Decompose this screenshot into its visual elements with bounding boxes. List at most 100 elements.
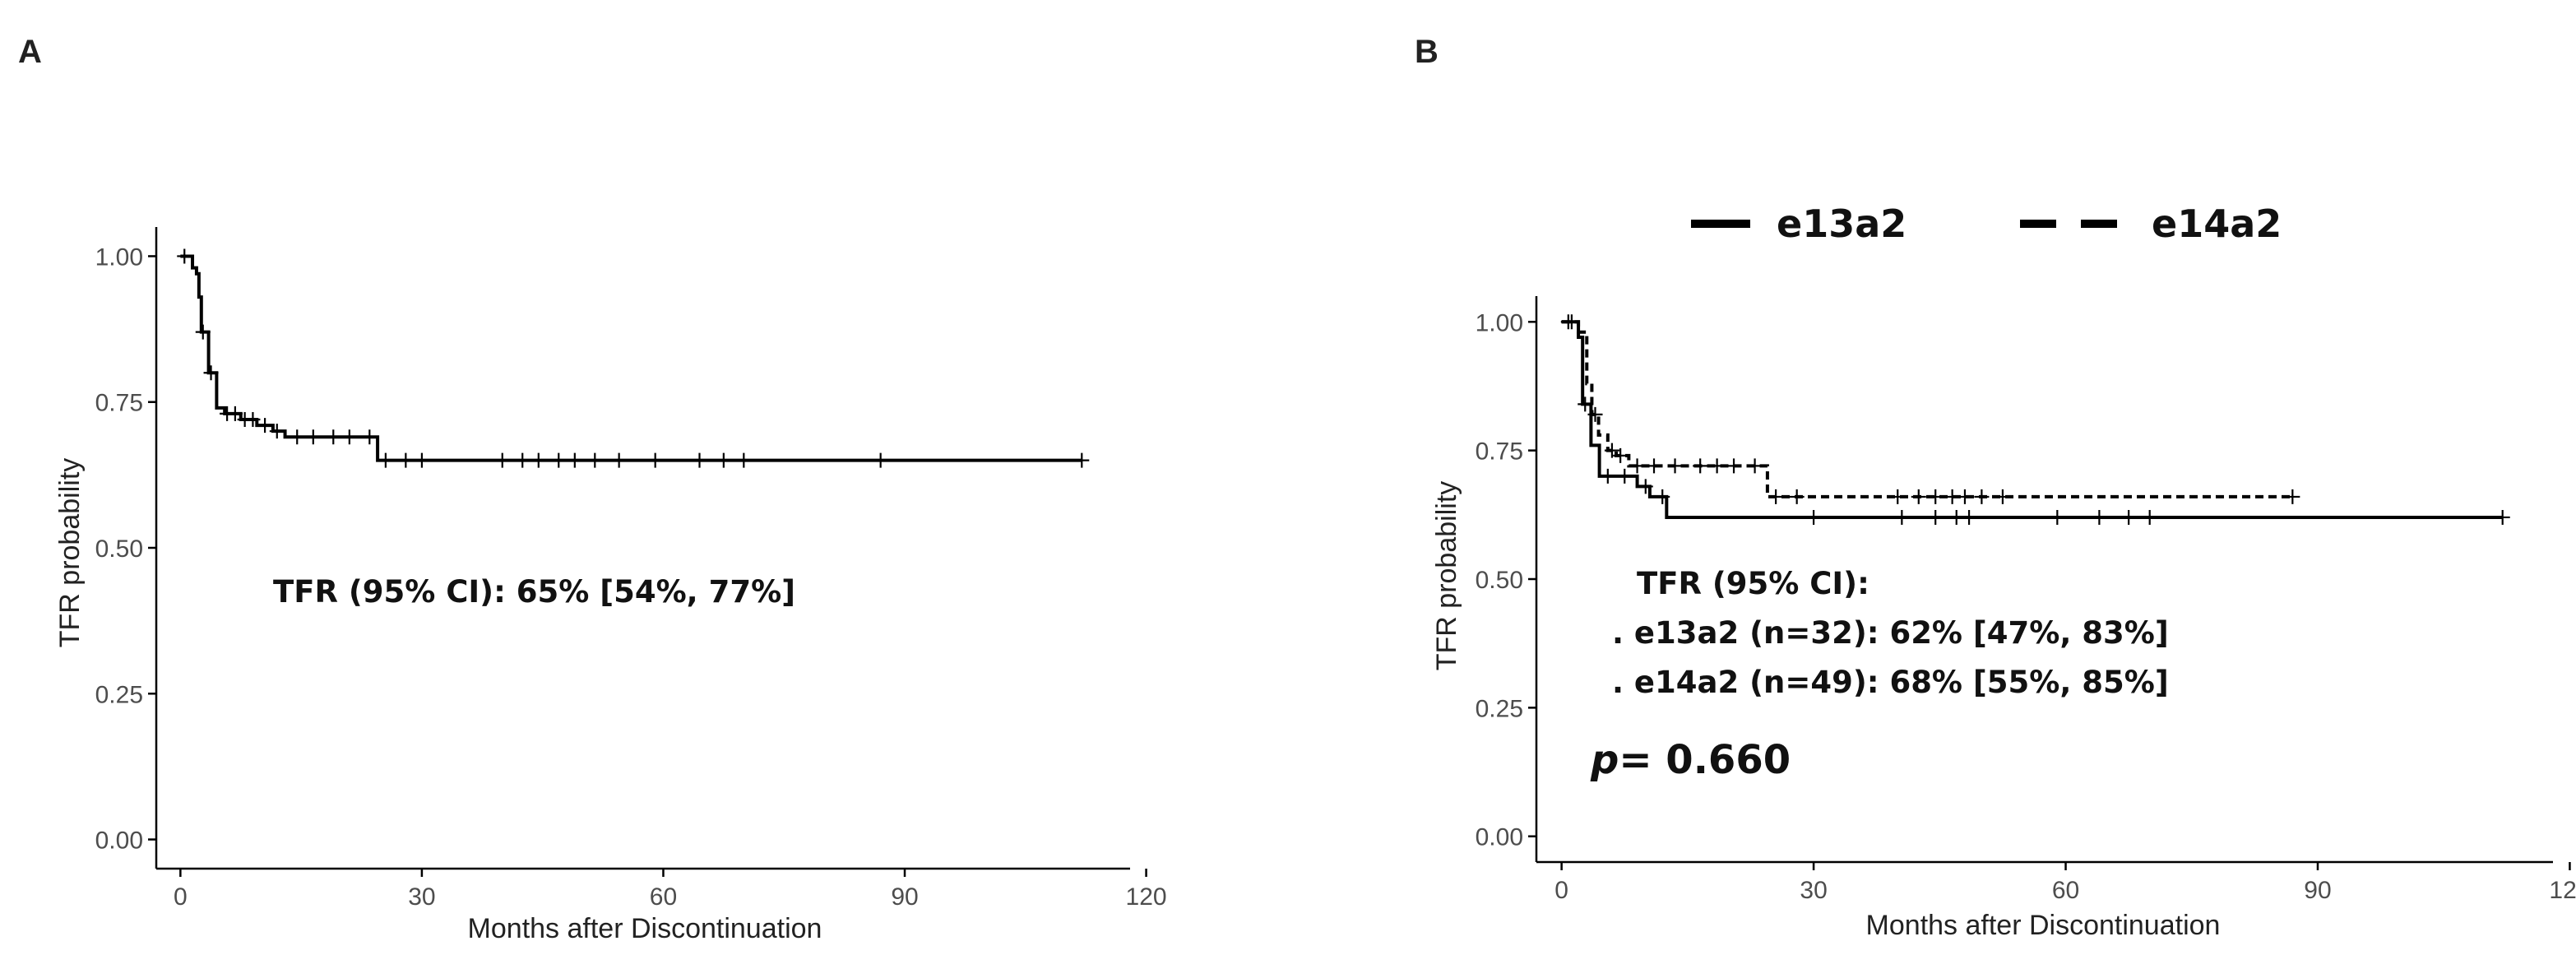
panel-a-censor-mark-all xyxy=(692,452,707,468)
panel-a-censor-mark-all xyxy=(341,429,357,445)
panel-b-series xyxy=(1560,314,2510,525)
panel-b-y-tick-label: 0.25 xyxy=(1476,695,1523,722)
panel-a-censor-mark-all xyxy=(567,452,582,468)
panel-b-censor-mark-e14a2 xyxy=(1747,458,1763,474)
panel-b-censor-mark-e14a2 xyxy=(1890,489,1906,504)
panel-a-censor-mark-all xyxy=(515,452,530,468)
panel-a-censor-mark-all xyxy=(203,365,219,381)
panel-b-censor-mark-e14a2 xyxy=(1629,458,1645,474)
p-value-symbol: p xyxy=(1590,737,1619,783)
panel-a-censor-mark-all xyxy=(611,452,627,468)
panel-a-y-tick-label: 0.00 xyxy=(95,828,143,855)
panel-b-censor-mark-e14a2 xyxy=(1768,489,1784,504)
panel-b-censor-mark-e13a2 xyxy=(1806,509,1822,525)
panel-a-x-axis-label: Months after Discontinuation xyxy=(468,913,822,944)
panel-b-censor-mark-e13a2 xyxy=(1948,509,1964,525)
panel-b-censor-mark-e13a2 xyxy=(1894,509,1910,525)
panel-a-censor-mark-all xyxy=(195,324,211,340)
panel-b-censor-mark-e14a2 xyxy=(1709,458,1725,474)
panel-b-censor-mark-e14a2 xyxy=(1693,458,1708,474)
panel-a-x-tick-label: 60 xyxy=(650,883,677,911)
panel-b-censor-mark-e13a2 xyxy=(1962,509,1977,525)
panel-b-e13a2-annotation: . e13a2 (n=32): 62% [47%, 83%] xyxy=(1612,615,2169,651)
panel-a-chart: 0.00 0.25 0.50 0.75 1.00 0 30 60 90 120 Months a… xyxy=(54,227,1167,944)
panel-a-censor-mark-all xyxy=(551,452,567,468)
panel-a-censor-mark-all xyxy=(530,452,546,468)
panel-b-censor-mark-e13a2 xyxy=(2092,509,2107,525)
panel-a-y-axis-label: TFR probability xyxy=(54,458,86,648)
panel-b-censor-mark-e14a2 xyxy=(1928,489,1944,504)
panel-b-censor-mark-e14a2 xyxy=(1613,447,1629,463)
panel-b-censor-mark-e14a2 xyxy=(1647,458,1662,474)
panel-a-x-tick-label: 120 xyxy=(1126,883,1167,911)
panel-a-y-ticks: 0.00 0.25 0.50 0.75 1.00 xyxy=(95,243,156,855)
panel-b-censor-mark-e13a2 xyxy=(2495,509,2510,525)
panel-b-censor-mark-e14a2 xyxy=(1726,458,1742,474)
panel-b-y-tick-label: 0.00 xyxy=(1476,824,1523,851)
panel-a-y-tick-label: 0.50 xyxy=(95,535,143,563)
panel-a-series xyxy=(177,248,1090,468)
panel-b-y-tick-label: 1.00 xyxy=(1476,309,1523,336)
panel-a-censor-mark-all xyxy=(326,429,341,445)
panel-a-censor-mark-all xyxy=(227,406,243,421)
panel-b-censor-mark-e14a2 xyxy=(1604,443,1619,458)
panel-a-censor-mark-all xyxy=(647,452,663,468)
p-value-number: = 0.660 xyxy=(1619,737,1791,783)
panel-a-censor-mark-all xyxy=(716,452,731,468)
panel-a-tfr-annotation: TFR (95% CI): 65% [54%, 77%] xyxy=(273,574,795,610)
panel-a-censor-mark-all xyxy=(873,452,888,468)
panel-b-censor-mark-e14a2 xyxy=(1944,489,1960,504)
panel-a-censor-mark-all xyxy=(305,429,321,445)
panel-label-a: A xyxy=(18,34,42,70)
panel-b-chart: e13a2 e14a2 0.00 0.25 0.50 0.75 1.00 0 30 60 90… xyxy=(1431,202,2576,941)
legend-e14a2-label: e14a2 xyxy=(2152,202,2282,246)
panel-b-p-value: p= 0.660 xyxy=(1590,737,1791,783)
panel-b-censor-mark-e13a2 xyxy=(1600,468,1615,484)
panel-b-censor-mark-e13a2 xyxy=(1655,489,1670,504)
panel-a-y-tick-label: 0.75 xyxy=(95,390,143,417)
panel-a-censor-mark-all xyxy=(587,452,603,468)
panel-a-censor-mark-all xyxy=(177,248,192,264)
panel-b-censor-mark-e14a2 xyxy=(1564,314,1579,330)
panel-a-censor-mark-all xyxy=(398,452,414,468)
panel-b-censor-mark-e13a2 xyxy=(1617,468,1633,484)
panel-b-y-ticks: 0.00 0.25 0.50 0.75 1.00 xyxy=(1476,309,1536,851)
panel-b-censor-mark-e14a2 xyxy=(1911,489,1926,504)
panel-b-censor-mark-e14a2 xyxy=(1995,489,2010,504)
panel-b-e14a2-annotation: . e14a2 (n=49): 68% [55%, 85%] xyxy=(1612,665,2169,700)
panel-b-legend: e13a2 e14a2 xyxy=(1691,202,2282,246)
panel-b-x-tick-label: 90 xyxy=(2304,877,2331,904)
panel-b-censor-mark-e14a2 xyxy=(1587,406,1603,422)
panel-a-x-tick-label: 90 xyxy=(891,883,918,911)
panel-b-censor-mark-e14a2 xyxy=(1667,458,1683,474)
panel-b-censor-mark-e13a2 xyxy=(2121,509,2137,525)
panel-label-b: B xyxy=(1415,34,1439,70)
panel-a-x-ticks: 0 30 60 90 120 xyxy=(174,869,1167,911)
panel-a-x-tick-label: 0 xyxy=(174,883,188,911)
panel-b-censor-mark-e13a2 xyxy=(1578,396,1593,412)
legend-e13a2-label: e13a2 xyxy=(1777,202,1907,246)
panel-b-censor-mark-e13a2 xyxy=(2050,509,2065,525)
panel-b-tfr-heading: TFR (95% CI): xyxy=(1637,566,1869,601)
panel-b-censor-mark-e14a2 xyxy=(1957,489,1972,504)
panel-b-censor-mark-e13a2 xyxy=(1638,479,1653,494)
panel-b-x-axis-label: Months after Discontinuation xyxy=(1866,910,2221,941)
panel-a-y-tick-label: 1.00 xyxy=(95,243,143,271)
panel-b-censor-mark-e14a2 xyxy=(1789,489,1805,504)
panel-a-censor-mark-all xyxy=(257,418,273,433)
panel-b-x-tick-label: 60 xyxy=(2052,877,2079,904)
panel-b-y-tick-label: 0.50 xyxy=(1476,567,1523,594)
panel-b-x-tick-label: 120 xyxy=(2549,877,2576,904)
panel-b-x-tick-label: 0 xyxy=(1554,877,1568,904)
panel-b-censor-mark-e14a2 xyxy=(2285,489,2300,504)
panel-a-censor-mark-all xyxy=(736,452,752,468)
panel-b-x-tick-label: 30 xyxy=(1800,877,1827,904)
panel-a-censor-mark-all xyxy=(378,452,393,468)
panel-b-y-axis-label: TFR probability xyxy=(1431,481,1462,671)
panel-b-censor-mark-e13a2 xyxy=(2142,509,2157,525)
panel-a-x-tick-label: 30 xyxy=(408,883,435,911)
panel-a-censor-mark-all xyxy=(269,424,285,439)
panel-b-censor-mark-e14a2 xyxy=(1974,489,1990,504)
